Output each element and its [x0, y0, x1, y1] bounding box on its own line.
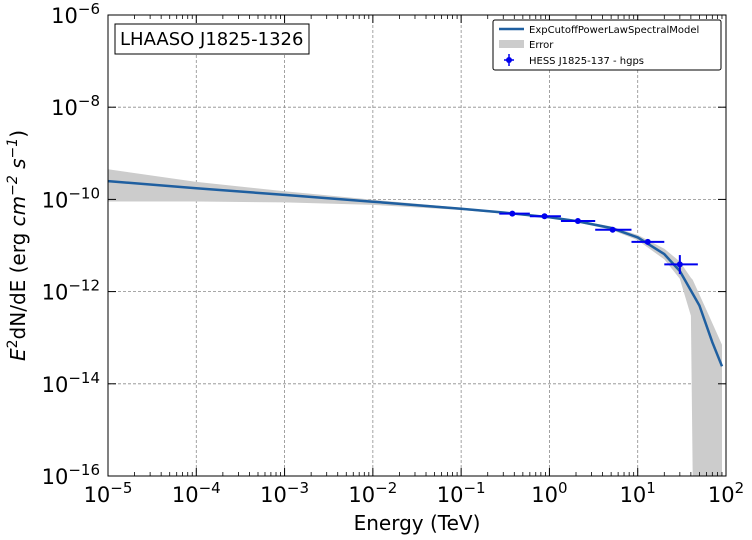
- y-tick-label: 10−10: [42, 184, 100, 212]
- y-tick-label: 10−14: [42, 369, 100, 397]
- x-tick-labels: 10−5 10−4 10−3 10−2 10−1 100 101 102: [84, 479, 745, 507]
- x-tick-label: 100: [531, 479, 567, 507]
- annotation-frame: [114, 23, 310, 55]
- x-axis-label: Energy (TeV): [354, 511, 481, 535]
- data-point: [676, 261, 683, 268]
- data-point: [609, 226, 616, 233]
- x-tick-label: 102: [708, 479, 744, 507]
- y-tick-label: 10−6: [51, 0, 100, 28]
- y-tick-labels: 10−16 10−14 10−12 10−10 10−8 10−6: [42, 0, 100, 489]
- x-tick-label: 10−4: [172, 479, 221, 507]
- x-tick-label: 10−1: [437, 479, 486, 507]
- data-point: [541, 213, 548, 220]
- y-axis-label: E2dN/dE (erg cm−2 s−1): [5, 130, 30, 361]
- y-tick-label: 10−12: [42, 277, 100, 305]
- legend-marker-dot: [506, 57, 512, 63]
- data-point: [574, 217, 581, 224]
- error-band-layer: [108, 169, 722, 477]
- legend-band-swatch: [499, 40, 524, 48]
- legend-label-model: ExpCutoffPowerLawSpectralModel: [529, 25, 699, 36]
- x-tick-label: 101: [620, 479, 656, 507]
- x-tick-label: 10−2: [348, 479, 397, 507]
- data-points-layer: [499, 210, 698, 275]
- plot-frame: [107, 14, 727, 477]
- ticks-layer: [107, 14, 727, 477]
- x-tick-label: 10−3: [260, 479, 309, 507]
- legend: ExpCutoffPowerLawSpectralModel Error HES…: [492, 19, 722, 71]
- annotation-text: LHAASO J1825-1326: [120, 29, 303, 50]
- data-point: [644, 238, 651, 245]
- y-tick-label: 10−16: [42, 461, 100, 489]
- legend-frame: [492, 19, 722, 71]
- legend-label-hess: HESS J1825-137 - hgps: [529, 56, 644, 67]
- error-band: [108, 169, 722, 477]
- x-tick-label: 10−5: [84, 479, 133, 507]
- y-tick-label: 10−8: [51, 92, 100, 120]
- legend-label-error: Error: [529, 40, 554, 51]
- source-annotation: LHAASO J1825-1326: [114, 23, 310, 55]
- data-point: [509, 210, 516, 217]
